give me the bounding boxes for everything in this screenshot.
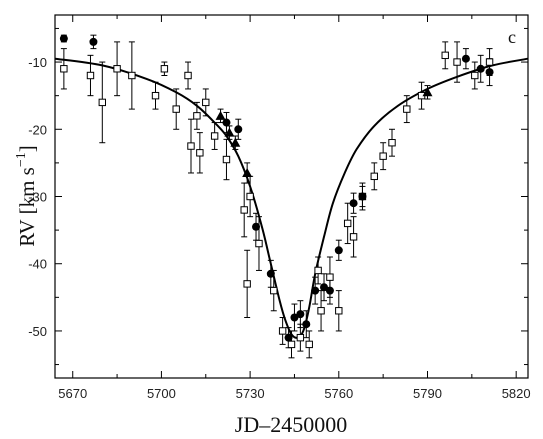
- filled-circle-point: [252, 222, 261, 231]
- filled-circle-point: [476, 64, 485, 73]
- open-square-point: [246, 192, 254, 201]
- y-axis-title-close: ]: [15, 145, 39, 152]
- y-tick-label: -30: [28, 190, 47, 205]
- filled-circle-point: [311, 286, 320, 295]
- x-tick-label: 5700: [147, 386, 176, 401]
- data-markers: [59, 34, 494, 349]
- open-square-point: [210, 132, 219, 140]
- open-square-point: [196, 149, 204, 157]
- open-square-point: [184, 71, 192, 80]
- open-square-point: [370, 172, 378, 181]
- open-square-point: [287, 340, 296, 349]
- y-tick-label: -40: [28, 257, 47, 272]
- filled-triangle-point: [422, 87, 433, 97]
- filled-circle-point: [296, 310, 305, 319]
- filled-circle-point: [222, 118, 231, 127]
- filled-circle-point: [334, 246, 343, 255]
- open-square-point: [453, 58, 461, 66]
- open-square-point: [314, 266, 322, 275]
- filled-triangle-point: [224, 127, 235, 137]
- x-tick-label: 5790: [413, 386, 442, 401]
- x-tick-label: 5670: [58, 386, 87, 401]
- open-square-point: [193, 112, 201, 120]
- open-square-point: [305, 340, 313, 349]
- open-square-point: [86, 71, 95, 80]
- open-square-point: [349, 233, 358, 241]
- filled-circle-point: [302, 320, 311, 329]
- open-square-point: [343, 219, 352, 228]
- open-square-point: [388, 139, 396, 147]
- open-square-point: [335, 307, 343, 315]
- filled-triangle-point: [215, 110, 226, 120]
- filled-circle-point: [485, 68, 494, 77]
- filled-triangle-point: [230, 137, 241, 147]
- filled-circle-point: [284, 333, 293, 342]
- y-axis-title: RV [km s−1]: [14, 145, 39, 247]
- filled-circle-point: [325, 286, 334, 295]
- filled-circle-point: [320, 283, 329, 292]
- filled-circle-point: [290, 313, 299, 322]
- open-square-point: [243, 280, 251, 288]
- panel-label: c: [508, 27, 516, 47]
- filled-circle-point: [349, 199, 358, 208]
- tick-labels: 5670 5700 5730 5760 5790 5820 -10 -20 -30 -40 -50: [28, 55, 530, 401]
- open-square-point: [296, 333, 305, 342]
- y-axis-title-superscript: −1: [14, 152, 29, 167]
- open-square-point: [160, 65, 169, 73]
- open-square-point: [240, 206, 248, 214]
- open-square-point: [379, 152, 387, 160]
- y-tick-label: -20: [28, 122, 47, 137]
- x-tick-label: 5820: [502, 386, 531, 401]
- x-tick-label: 5730: [236, 386, 265, 401]
- tick-marks: [55, 15, 528, 378]
- open-square-point: [403, 105, 411, 113]
- open-square-point: [222, 155, 231, 164]
- open-square-point: [202, 98, 210, 107]
- y-tick-label: -10: [28, 55, 47, 70]
- open-square-point: [172, 105, 180, 113]
- filled-circle-point: [234, 125, 243, 134]
- open-square-point: [187, 142, 195, 150]
- error-bars: [60, 34, 493, 359]
- open-square-point: [326, 273, 334, 281]
- open-square-point: [255, 239, 263, 248]
- filled-circle-point: [358, 192, 367, 201]
- open-square-point: [113, 65, 121, 73]
- filled-circle-point: [461, 54, 470, 63]
- open-square-point: [485, 58, 494, 66]
- open-square-point: [317, 307, 325, 315]
- x-axis-title: JD–2450000: [235, 412, 347, 437]
- model-curve: [54, 57, 529, 339]
- open-square-point: [98, 98, 106, 107]
- open-square-point: [270, 286, 278, 295]
- open-square-point: [128, 71, 136, 80]
- open-square-point: [441, 51, 449, 60]
- filled-circle-point: [89, 37, 98, 46]
- open-square-point: [60, 65, 68, 73]
- filled-triangle-point: [242, 167, 253, 177]
- open-square-point: [151, 91, 160, 100]
- filled-circle-point: [59, 34, 68, 43]
- open-square-point: [471, 71, 479, 80]
- open-square-point: [278, 327, 287, 335]
- y-axis-title-main: RV [km s: [15, 167, 39, 247]
- x-tick-label: 5760: [324, 386, 353, 401]
- filled-circle-point: [266, 269, 275, 278]
- y-tick-label: -50: [28, 324, 47, 339]
